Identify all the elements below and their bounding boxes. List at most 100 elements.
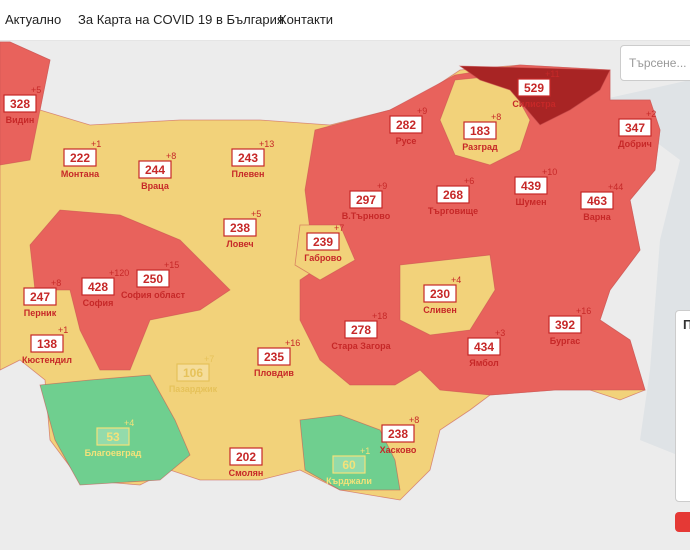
region-delta: +8: [491, 112, 501, 122]
region-name: Кюстендил: [22, 355, 72, 365]
region-name: Русе: [396, 136, 417, 146]
region-green: [39, 374, 191, 486]
region-name: Варна: [583, 212, 611, 222]
region-delta: +2: [646, 109, 656, 119]
value-box: [229, 447, 263, 466]
region-name: Габрово: [304, 253, 342, 263]
region-value: 235: [264, 350, 284, 364]
sea: [600, 80, 690, 460]
region-name: Враца: [141, 181, 170, 191]
value-box: [257, 347, 291, 366]
region-name: Смолян: [229, 468, 264, 478]
value-box: [517, 78, 551, 97]
region-name: Стара Загора: [331, 341, 391, 351]
region-value: 247: [30, 290, 50, 304]
value-box: [81, 277, 115, 296]
value-box: [381, 424, 415, 443]
region-delta: +1: [91, 139, 101, 149]
region-value: 202: [236, 450, 256, 464]
region-delta: +3: [495, 328, 505, 338]
region-value: 434: [474, 340, 494, 354]
region-green: [299, 414, 401, 491]
value-box: [548, 315, 582, 334]
value-box: [618, 118, 652, 137]
region-value: 529: [524, 81, 544, 95]
region-delta: +8: [409, 415, 419, 425]
region-value: 238: [230, 221, 250, 235]
value-box: [467, 337, 501, 356]
region-delta: +4: [451, 275, 461, 285]
region-name: Шумен: [515, 197, 546, 207]
search-box[interactable]: Търсене...: [620, 45, 690, 81]
region-value: 239: [313, 235, 333, 249]
value-box: [223, 218, 257, 237]
region-value: 53: [106, 430, 120, 444]
panel-title: П: [683, 317, 690, 332]
region-value: 439: [521, 179, 541, 193]
region-name: Монтана: [61, 169, 100, 179]
region-value: 328: [10, 97, 30, 111]
region-value: 347: [625, 121, 645, 135]
region-delta: +10: [542, 167, 557, 177]
region-red: [299, 64, 661, 396]
value-box: [96, 427, 130, 446]
region-delta: +7: [334, 223, 344, 233]
red-button[interactable]: [675, 512, 690, 532]
region-name: София: [83, 298, 114, 308]
region-delta: +9: [417, 106, 427, 116]
region-value: 106: [183, 366, 203, 380]
value-box: [231, 148, 265, 167]
region-value: 428: [88, 280, 108, 294]
region-name: В.Търново: [342, 211, 391, 221]
region-delta: +8: [166, 151, 176, 161]
region-delta: +44: [608, 182, 623, 192]
nav-link[interactable]: Актуално: [5, 12, 62, 27]
region-name: Търговище: [428, 206, 478, 216]
region-name: Благоевград: [85, 448, 142, 458]
value-box: [3, 94, 37, 113]
value-box: [332, 455, 366, 474]
nav-link[interactable]: Контакти: [279, 12, 334, 27]
search-placeholder: Търсене...: [629, 56, 687, 70]
region-delta: +4: [124, 418, 134, 428]
value-box: [344, 320, 378, 339]
region-value: 183: [470, 124, 490, 138]
nav-link[interactable]: За Карта на COVID 19 в България: [78, 12, 284, 27]
region-name: Пловдив: [254, 368, 294, 378]
region-value: 278: [351, 323, 371, 337]
region-name: Видин: [6, 115, 35, 125]
region-value: 282: [396, 118, 416, 132]
region-delta: +13: [259, 139, 274, 149]
region-delta: +15: [164, 260, 179, 270]
region-value: 392: [555, 318, 575, 332]
value-box: [63, 148, 97, 167]
value-box: [514, 176, 548, 195]
region-value: 463: [587, 194, 607, 208]
region-delta: +120: [109, 268, 129, 278]
region-delta: +6: [464, 176, 474, 186]
value-box: [423, 284, 457, 303]
region-delta: +5: [251, 209, 261, 219]
region-value: 243: [238, 151, 258, 165]
value-box: [436, 185, 470, 204]
region-name: Ямбол: [469, 358, 499, 368]
value-box: [23, 287, 57, 306]
region-name: Сливен: [423, 305, 457, 315]
region-name: Силистра: [512, 99, 556, 109]
region-value: 250: [143, 272, 163, 286]
region-delta: +5: [31, 85, 41, 95]
value-box: [349, 190, 383, 209]
region-name: Бургас: [550, 336, 581, 346]
region-delta: +11: [545, 69, 560, 79]
region-value: 244: [145, 163, 165, 177]
region-delta: +8: [51, 278, 61, 288]
value-box: [176, 363, 210, 382]
navbar: Актуално За Карта на COVID 19 в България…: [0, 0, 690, 41]
region-name: Разград: [462, 142, 498, 152]
region-value: 60: [342, 458, 356, 472]
region-name: София област: [121, 290, 186, 300]
region-value: 138: [37, 337, 57, 351]
side-panel: П: [675, 310, 690, 502]
